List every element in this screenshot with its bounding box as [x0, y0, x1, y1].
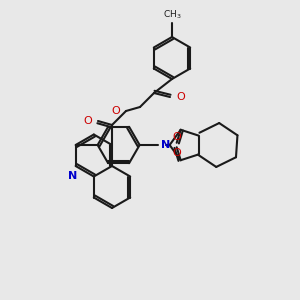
Text: O: O — [111, 106, 120, 116]
Text: CH$_3$: CH$_3$ — [163, 8, 181, 21]
Text: O: O — [172, 132, 181, 142]
Text: O: O — [172, 148, 181, 158]
Text: N: N — [160, 140, 170, 150]
Text: O: O — [176, 92, 185, 102]
Text: N: N — [68, 171, 77, 181]
Text: O: O — [83, 116, 92, 126]
